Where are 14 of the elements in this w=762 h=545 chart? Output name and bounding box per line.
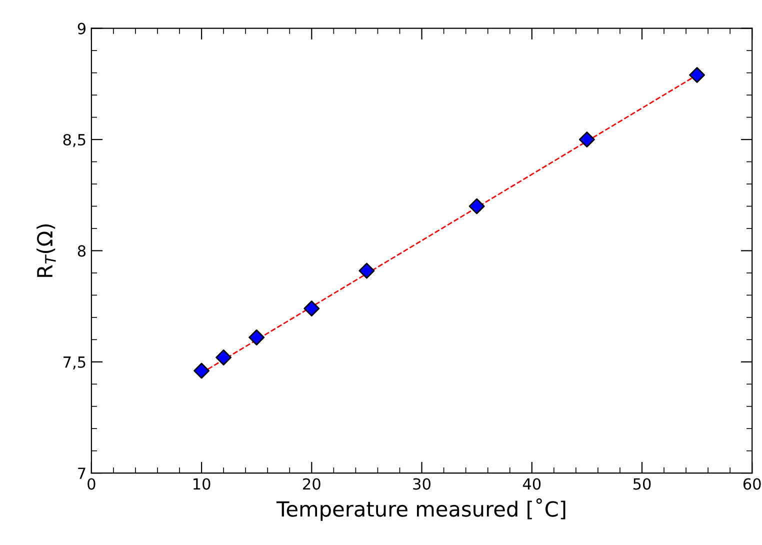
x-tick-label: 40: [522, 478, 541, 490]
x-tick-label: 30: [413, 478, 430, 490]
y-tick-label: 8,5: [63, 134, 86, 148]
y-tick-label: 7,5: [64, 356, 86, 370]
x-tick-label: 60: [743, 478, 761, 490]
x-tick-label: 10: [194, 478, 210, 490]
x-tick-label: 0: [88, 478, 96, 490]
x-tick-label: 50: [633, 478, 651, 490]
y-axis-title: R$_{T}$(Ω): [36, 224, 56, 277]
x-axis-title: Temperature measured [˚C]: [276, 498, 566, 521]
y-tick-label: 9: [78, 22, 86, 34]
y-tick-label: 8: [78, 245, 86, 257]
x-tick-label: 20: [303, 478, 320, 490]
y-tick-label: 7: [78, 468, 86, 479]
